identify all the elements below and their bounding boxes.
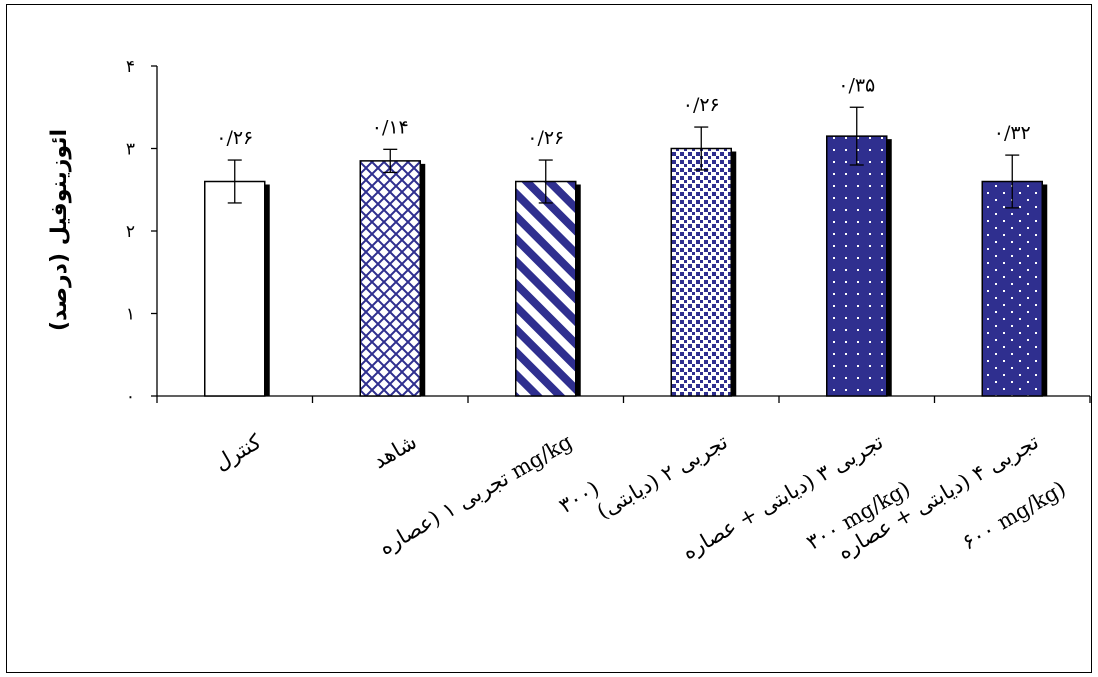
error-label: ۰/۳۲	[994, 122, 1031, 144]
bar	[204, 180, 266, 397]
category-label-line: تجربی ۲ (دیابتی)	[593, 429, 733, 524]
bar	[826, 135, 888, 397]
category-label: شاهد	[369, 430, 421, 474]
bar	[981, 180, 1043, 397]
y-tick-label: ۳	[126, 140, 135, 160]
axes: ۰ ۱ ۲ ۳ ۴	[126, 57, 1091, 407]
error-label: ۰/۲۶	[683, 94, 720, 116]
category-label: کنترل	[210, 430, 265, 476]
error-label: ۰/۱۴	[372, 116, 409, 138]
category-label: تجربی ۲ (دیابتی)	[593, 429, 733, 524]
y-tick-label: ۱	[126, 305, 135, 325]
bar	[670, 147, 732, 397]
error-label: ۰/۲۶	[527, 127, 564, 149]
y-tick-label: ۰	[126, 387, 135, 407]
y-tick-label: ۲	[126, 222, 135, 242]
y-axis-title: ائوزینوفیل (درصد)	[47, 129, 72, 331]
category-label-line: کنترل	[210, 430, 265, 476]
category-label-line: شاهد	[369, 430, 421, 474]
y-tick-label: ۴	[126, 57, 135, 77]
category-label-line: ۳۰۰)	[555, 476, 603, 518]
bar	[359, 160, 421, 397]
bars	[204, 106, 1048, 397]
error-label: ۰/۲۶	[216, 127, 253, 149]
error-label: ۰/۳۵	[838, 74, 875, 96]
bar	[515, 180, 577, 397]
